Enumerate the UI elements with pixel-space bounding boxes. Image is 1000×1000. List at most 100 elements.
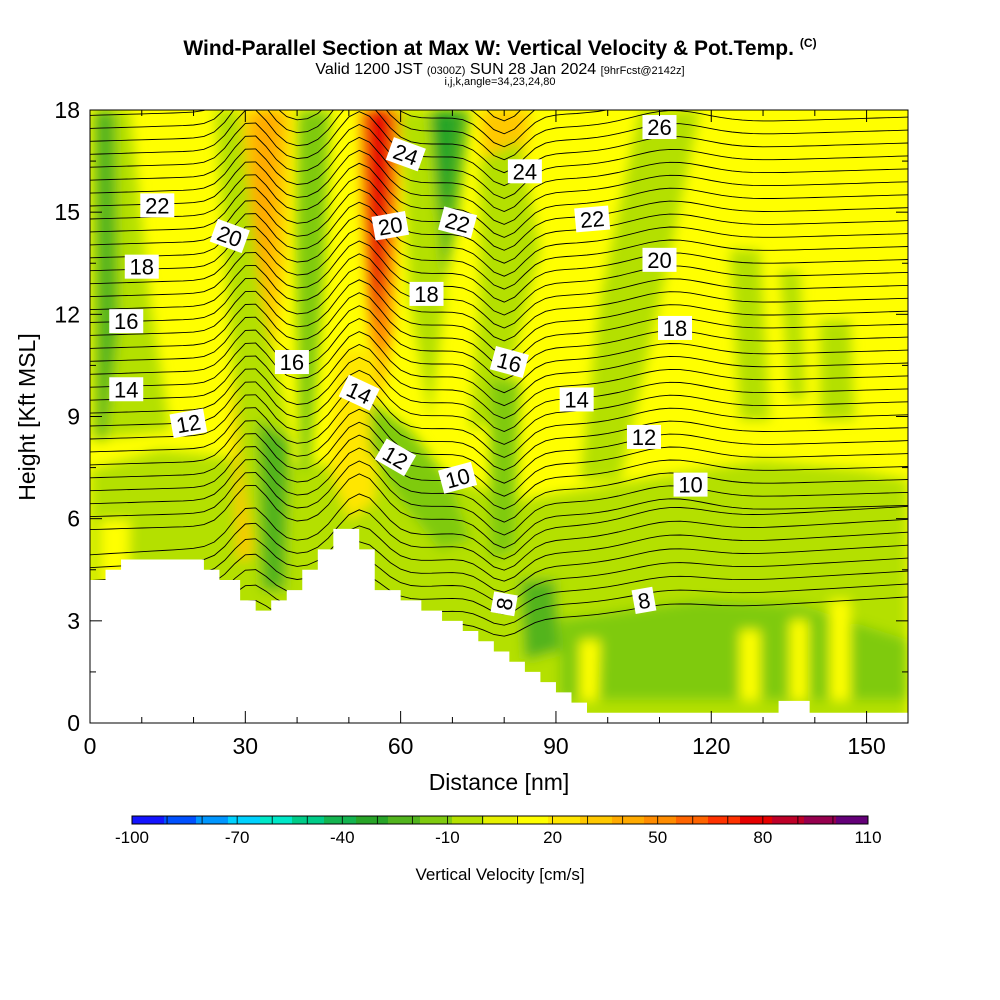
- theta-label-box: [559, 387, 594, 412]
- theta-contour-label: 26: [642, 115, 677, 140]
- theta-label-text: 10: [678, 473, 702, 498]
- y-tick-label: 3: [67, 608, 80, 634]
- theta-label-text: 20: [647, 248, 671, 273]
- theta-label-text: 14: [564, 387, 588, 412]
- theta-label-box: [274, 350, 309, 375]
- theta-contour-line: [90, 509, 908, 571]
- theta-label-text: 18: [414, 282, 438, 307]
- theta-label-box: [574, 205, 611, 233]
- theta-contour-line: [90, 253, 908, 329]
- colorbar-bin: [740, 816, 773, 824]
- theta-label-box: [626, 424, 661, 449]
- theta-contour-label: 16: [489, 346, 529, 379]
- theta-label-text: 8: [636, 588, 652, 615]
- chart-subtitle: Valid 1200 JST (0300Z) SUN 28 Jan 2024 […: [315, 61, 685, 78]
- theta-contour-line: [90, 408, 908, 484]
- theta-label-text: 18: [663, 316, 687, 341]
- colorbar-bin: [388, 816, 421, 824]
- theta-label-box: [490, 591, 518, 617]
- theta-contour-label: 10: [438, 461, 478, 494]
- theta-contour-line: [90, 473, 908, 549]
- colorbar: -100 -70 -40 -10 20 50 80 110: [115, 815, 882, 847]
- colorbar-bin: [612, 816, 645, 824]
- colorbar-bin: [420, 816, 453, 824]
- colorbar-bin: [708, 816, 741, 824]
- theta-contour-label: 22: [438, 206, 478, 239]
- theta-label-box: [658, 315, 693, 340]
- theta-contour-line: [486, 110, 522, 122]
- theta-contour-line: [90, 318, 908, 394]
- theta-label-box: [385, 137, 426, 172]
- y-tick-label: 18: [54, 97, 80, 123]
- theta-label-box: [140, 193, 175, 218]
- theta-label-text: 22: [145, 193, 169, 218]
- x-tick-label: 30: [233, 733, 259, 759]
- colorbar-bin: [484, 816, 517, 824]
- theta-contour-label: 18: [658, 315, 693, 341]
- theta-label-box: [124, 254, 159, 279]
- theta-label-box: [642, 247, 677, 272]
- theta-label-box: [338, 374, 380, 411]
- x-axis: 0 30 60 90 120 150: [84, 110, 886, 759]
- colorbar-tick-label: 50: [648, 828, 667, 847]
- theta-contour-line: [90, 124, 908, 199]
- theta-contour-label: 20: [371, 211, 410, 241]
- theta-contour-line: [90, 447, 908, 523]
- colorbar-bin: [196, 816, 229, 824]
- theta-contour-line: [90, 110, 536, 135]
- chart-title: Wind-Parallel Section at Max W: Vertical…: [183, 36, 817, 60]
- theta-contour-label: 24: [507, 159, 542, 184]
- colorbar-bin: [772, 816, 805, 824]
- colorbar-bin: [228, 816, 261, 824]
- theta-contour-label: 14: [338, 374, 380, 411]
- colorbar-tick-label: -70: [225, 828, 250, 847]
- colorbar-tick-label: 80: [753, 828, 772, 847]
- theta-contour-line: [90, 525, 908, 582]
- colorbar-bin: [580, 816, 613, 824]
- theta-contour-label: 12: [169, 408, 208, 439]
- vertical-velocity-field: [90, 110, 908, 723]
- colorbar-bin: [260, 816, 293, 824]
- theta-contour-label: 22: [574, 205, 611, 233]
- y-axis: 0 3 6 9 12 15 18: [54, 97, 908, 736]
- theta-label-box: [109, 309, 144, 334]
- theta-contour-line: [90, 111, 908, 187]
- theta-contour-label: 8: [631, 586, 657, 615]
- theta-label-box: [631, 586, 657, 615]
- copyright-mark: (C): [799, 36, 817, 50]
- colorbar-tick-label: -100: [115, 828, 149, 847]
- theta-label-box: [169, 408, 208, 439]
- theta-label-box: [109, 377, 144, 402]
- y-axis-label: Height [Kft MSL]: [14, 333, 40, 500]
- theta-label-text: 24: [513, 159, 537, 184]
- colorbar-tick-label: -40: [330, 828, 355, 847]
- colorbar-tick-label: 20: [543, 828, 562, 847]
- colorbar-bin: [804, 816, 837, 824]
- theta-contour-line: [90, 266, 908, 342]
- theta-contour-line: [90, 305, 908, 381]
- theta-contour-label: 14: [109, 377, 144, 402]
- colorbar-bin: [676, 816, 709, 824]
- y-tick-label: 6: [67, 506, 80, 532]
- theta-contour-label: 8: [490, 591, 518, 617]
- colorbar-bin: [516, 816, 549, 824]
- theta-contours: [90, 110, 908, 646]
- theta-label-text: 16: [280, 350, 304, 375]
- colorbar-bin: [356, 816, 389, 824]
- theta-label-text: 20: [376, 212, 404, 241]
- y-tick-label: 12: [54, 301, 80, 327]
- theta-contour-line: [90, 149, 908, 225]
- theta-contour-line: [90, 214, 908, 290]
- colorbar-bin: [164, 816, 197, 824]
- theta-contour-line: [90, 382, 908, 458]
- theta-contour-label: 18: [124, 254, 159, 280]
- y-tick-label: 0: [67, 710, 80, 736]
- theta-label-text: 22: [579, 206, 606, 233]
- x-axis-label: Distance [nm]: [429, 769, 570, 795]
- theta-contour-line: [90, 356, 908, 432]
- colorbar-bin: [132, 816, 165, 824]
- theta-label-box: [371, 211, 410, 241]
- theta-contour-label: 16: [274, 350, 309, 375]
